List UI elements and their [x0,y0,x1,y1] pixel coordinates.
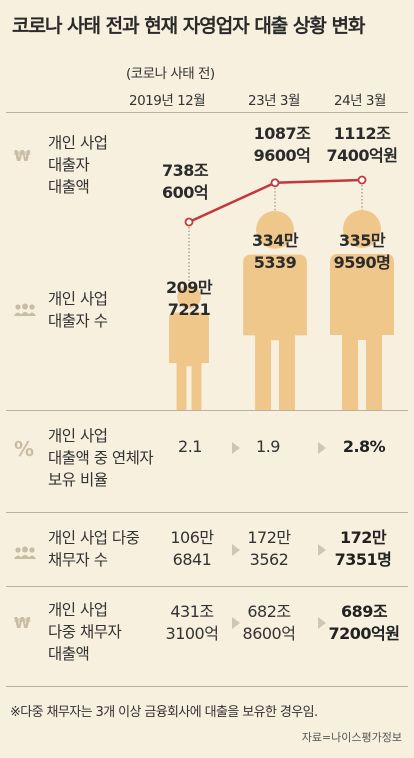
period-header-2: 23년 3월 [248,93,300,109]
period-header-3: 24년 3월 [334,93,386,109]
person-bar [169,285,209,410]
arrow-right-icon [232,544,240,556]
borrower-count-label: 개인 사업 대출자 수 [48,290,108,330]
multi-debtor-count-2024: 172만 7351명 [334,528,392,569]
source: 자료=나이스평가정보 [301,731,402,744]
separator [6,112,408,113]
arrow-right-icon [318,442,326,454]
multi-debtor-count-2019: 106만 6841 [170,528,214,569]
arrow-right-icon [232,442,240,454]
multi-debtor-count-label: 개인 사업 다중 채무자 수 [48,529,140,569]
person-bar [330,210,394,410]
delinquency-2019: 2.1 [178,437,202,456]
multi-debtor-amount-2019: 431조 3100억 [165,602,219,643]
borrower-count-label: 334만 5339 [252,231,299,272]
won-icon: ₩ [14,614,31,632]
people-icon [14,302,36,321]
loan-amount-point [270,178,280,188]
loan-chart: 209만 7221 334만 5339 335만 9590명 738조 600억 1087조 96… [162,124,398,410]
separator [6,586,408,587]
borrower-count-label: 209만 7221 [166,278,213,319]
delinquency-2023: 1.9 [256,437,280,456]
loan-amount-label: 개인 사업 대출자 대출액 [48,134,108,196]
page-title: 코로나 사태 전과 현재 자영업자 대출 상황 변화 [12,15,365,37]
delinquency-ratio-label: 개인 사업 대출액 중 연체자 보유 비율 [48,427,154,489]
percent-icon: % [14,437,35,461]
arrow-right-icon [318,544,326,556]
arrow-right-icon [232,617,240,629]
loan-amount-point [184,217,194,227]
separator [6,686,408,687]
won-icon: ₩ [14,147,31,165]
period-header-1: 2019년 12월 [129,93,206,109]
footnote: ※다중 채무자는 3개 이상 금융회사에 대출을 보유한 경우임. [10,705,318,720]
separator [6,512,408,513]
person-bar [243,210,307,410]
people-icon [14,545,36,564]
multi-debtor-count-2023: 172만 3562 [247,528,291,569]
loan-amount-value-label: 1112조 7400억원 [327,124,398,165]
loan-amount-point [357,175,367,185]
loan-amount-value-label: 738조 600억 [162,161,209,202]
arrow-right-icon [318,617,326,629]
loan-amount-value-label: 1087조 9600억 [254,124,312,165]
delinquency-2024: 2.8% [342,437,386,456]
pre-covid-note: (코로나 사태 전) [126,66,215,82]
multi-debtor-amount-2023: 682조 8600억 [242,602,296,643]
separator [6,410,408,411]
borrower-count-label: 335만 9590명 [334,231,391,272]
multi-debtor-amount-label: 개인 사업 다중 채무자 대출액 [48,601,122,663]
multi-debtor-amount-2024: 689조 7200억원 [328,602,400,643]
